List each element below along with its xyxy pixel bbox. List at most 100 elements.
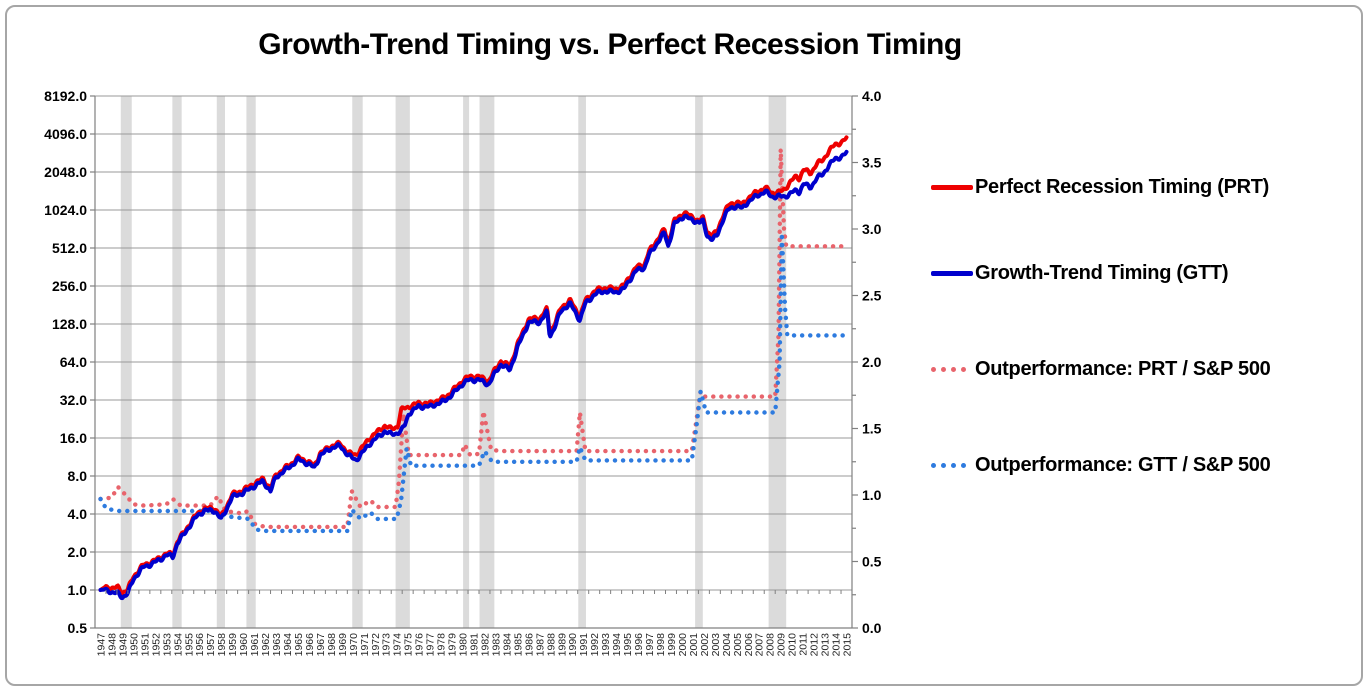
legend-dot-swatch [941,462,946,468]
legend-label-gtt-outperformance: Outperformance: GTT / S&P 500 [975,453,1271,476]
left-axis-tick-label: 512.0 [52,240,87,256]
legend-item-prt-outperformance: Outperformance: PRT / S&P 500 [931,356,1271,382]
left-axis-tick-label: 2.0 [68,544,88,560]
x-axis-year-label: 1982 [479,633,491,657]
right-axis-tick-label: 2.5 [862,288,882,304]
x-axis-year-label: 1959 [227,633,239,657]
left-axis-tick-label: 64.0 [60,354,87,370]
x-axis-year-label: 2008 [765,633,777,657]
x-axis-year-label: 2003 [710,633,722,657]
left-axis-tick-label: 4.0 [68,506,88,522]
x-axis-year-label: 1954 [172,633,184,657]
legend-dot-swatch [931,366,936,372]
legend-item-gtt: Growth-Trend Timing (GTT) [931,260,1229,286]
left-axis-tick-label: 8192.0 [44,88,87,104]
x-axis-year-label: 2013 [820,633,832,657]
x-axis-year-label: 1969 [337,633,349,657]
left-axis-tick-label: 4096.0 [44,126,87,142]
x-axis-year-label: 1993 [600,633,612,657]
x-axis-year-label: 2011 [798,633,810,656]
x-axis-year-label: 1953 [161,633,173,657]
left-axis-tick-label: 16.0 [60,430,87,446]
x-axis-year-label: 1968 [326,633,338,657]
x-axis-year-label: 1966 [304,633,316,657]
x-axis-year-label: 1981 [469,633,481,657]
legend-dot-swatch [951,462,956,468]
x-axis-year-label: 1952 [150,633,162,657]
x-axis-year-label: 1980 [458,633,470,657]
x-axis-year-label: 1950 [128,633,140,657]
x-axis-year-label: 1985 [512,633,524,657]
x-axis-year-label: 2012 [809,633,821,657]
right-axis-tick-label: 2.0 [862,354,882,370]
x-axis-year-label: 1988 [545,633,557,657]
x-axis-year-label: 2000 [677,633,689,657]
prt-dotted-line-sample [931,366,975,372]
legend-label-gtt: Growth-Trend Timing (GTT) [975,261,1229,284]
x-axis-year-label: 1967 [315,633,327,657]
left-axis-tick-label: 32.0 [60,392,87,408]
x-axis-year-label: 1991 [578,633,590,657]
legend-line-swatch [931,184,973,190]
x-axis-year-label: 1975 [403,633,415,657]
series-gtt-line [98,149,849,601]
x-axis-year-label: 1978 [436,633,448,657]
legend-dot-swatch [931,462,936,468]
x-axis-year-label: 2004 [721,633,733,657]
x-axis-year-label: 1971 [359,633,371,657]
legend-item-prt: Perfect Recession Timing (PRT) [931,174,1269,200]
x-axis-year-label: 2001 [688,633,700,657]
series-prt-line [98,135,849,596]
chart-outer-border [5,5,1363,686]
x-axis-year-label: 1970 [348,633,360,657]
legend-dot-swatch [961,462,966,468]
prt-solid-line-sample [931,184,975,190]
x-axis-year-label: 1987 [534,633,546,657]
x-axis-year-label: 1996 [633,633,645,657]
x-axis-year-label: 1972 [370,633,382,657]
left-axis-tick-label: 8.0 [68,468,88,484]
x-axis-year-label: 1984 [501,633,513,657]
x-axis-year-label: 1948 [106,633,118,657]
right-axis-tick-label: 1.0 [862,487,882,503]
x-axis-year-label: 1989 [556,633,568,657]
x-axis-year-label: 2007 [754,633,766,657]
x-axis-year-label: 1999 [666,633,678,657]
x-axis-year-label: 1965 [293,633,305,657]
right-axis-tick-label: 3.5 [862,155,882,171]
x-axis-year-label: 1986 [523,633,535,657]
right-axis-tick-label: 0.0 [862,620,882,636]
left-axis-tick-label: 1024.0 [44,202,87,218]
x-axis-year-label: 1977 [425,633,437,657]
x-axis-year-label: 1960 [238,633,250,657]
chart-title: Growth-Trend Timing vs. Perfect Recessio… [258,28,962,61]
legend-dot-swatch [961,366,966,372]
x-axis-year-label: 2002 [699,633,711,657]
gtt-dotted-line-sample [931,462,975,468]
x-axis-year-label: 1979 [447,633,459,657]
x-axis-year-label: 1957 [205,633,217,657]
x-axis-year-label: 1976 [414,633,426,657]
x-axis-year-label: 1963 [271,633,283,657]
left-axis-tick-label: 256.0 [52,278,87,294]
x-axis-year-label: 2009 [776,633,788,657]
legend-label-prt: Perfect Recession Timing (PRT) [975,175,1270,198]
left-axis-tick-label: 128.0 [52,316,87,332]
x-axis-year-label: 1955 [183,633,195,657]
x-axis-year-label: 2010 [787,633,799,657]
right-axis-tick-label: 4.0 [862,88,882,104]
right-axis-tick-label: 1.5 [862,421,882,437]
x-axis-year-label: 1974 [392,633,404,657]
x-axis-year-label: 1951 [139,633,151,657]
x-axis-year-label: 1958 [216,633,228,657]
x-axis-year-label: 1961 [249,633,261,657]
x-axis-year-label: 1994 [611,633,623,657]
x-axis-year-label: 1947 [95,633,107,657]
x-axis-year-label: 1998 [655,633,667,657]
left-axis-tick-label: 1.0 [68,582,88,598]
x-axis-year-label: 2006 [743,633,755,657]
x-axis-year-label: 2005 [732,633,744,657]
x-axis-year-label: 1992 [589,633,601,657]
x-axis-year-label: 1997 [644,633,656,657]
x-axis-year-label: 2015 [842,633,854,657]
